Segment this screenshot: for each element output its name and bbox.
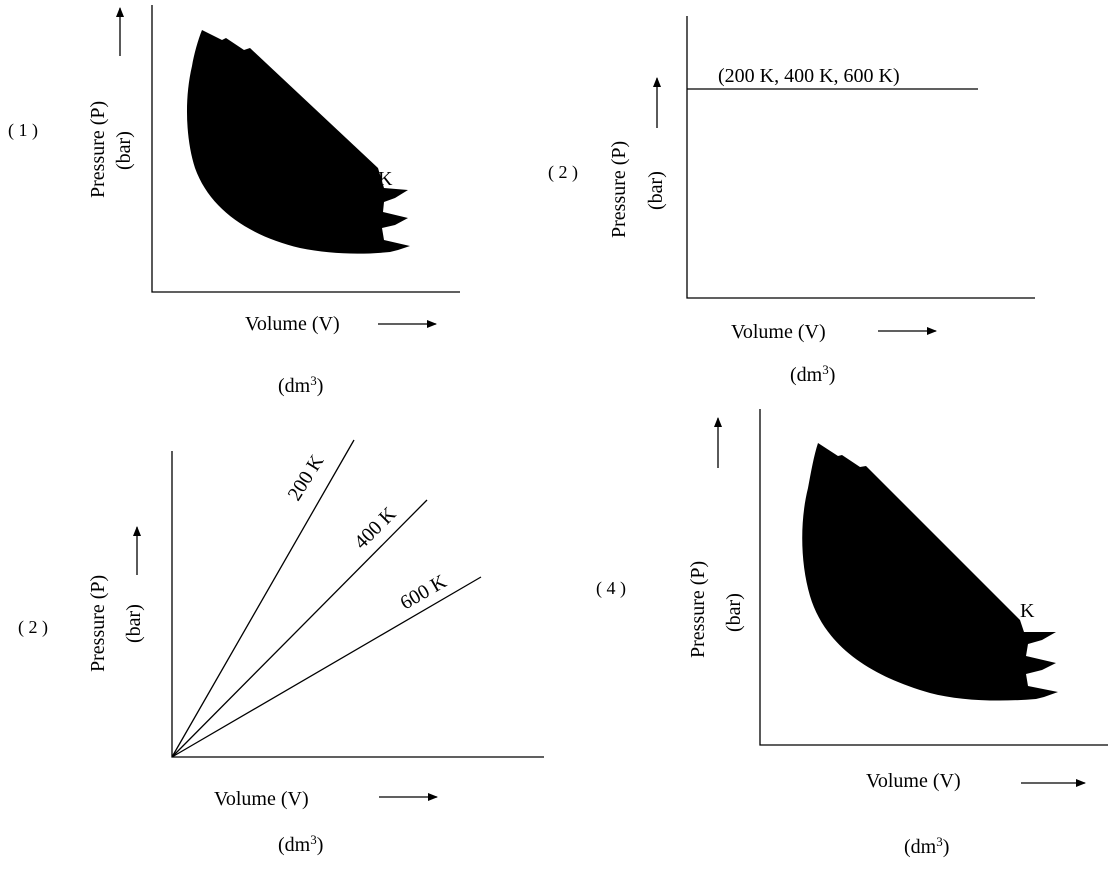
panel-4-y-unit: (bar): [723, 593, 745, 632]
panel-3-line-200k: [171, 439, 355, 758]
panel-3-option-label: ( 2 ): [18, 617, 48, 638]
panel-4-x-unit: (dm3): [904, 834, 949, 859]
panel-2-axes: [686, 16, 1035, 299]
panel-1-x-label: Volume (V): [245, 313, 340, 335]
panel-2-line-label: (200 K, 400 K, 600 K): [718, 65, 900, 87]
panel-3-line-600k: [171, 576, 482, 758]
panel-3: ( 2 ) Pressure (P) (bar) 200 K 400 K 600…: [18, 439, 544, 857]
panel-3-label-600k: 600 K: [397, 570, 451, 614]
panel-2-x-unit: (dm3): [790, 362, 835, 387]
panel-1-x-unit: (dm3): [278, 373, 323, 398]
panel-1-y-label: Pressure (P): [87, 101, 109, 198]
panel-1-y-unit: (bar): [113, 131, 135, 170]
panel-1-isotherm-blob: [186, 30, 410, 254]
panel-2-y-label: Pressure (P): [608, 141, 630, 238]
panel-3-axes: [171, 451, 544, 758]
panel-4: ( 4 ) Pressure (P) (bar) K Volume (V) (d…: [596, 409, 1108, 858]
panel-4-x-label: Volume (V): [866, 770, 961, 792]
panel-4-curve-label: K: [1020, 600, 1035, 622]
panel-1-curve-label: K: [378, 168, 393, 190]
panel-3-y-unit: (bar): [123, 604, 145, 643]
panel-3-y-label: Pressure (P): [87, 575, 109, 672]
panel-3-x-unit: (dm3): [278, 832, 323, 857]
panel-3-line-400k: [171, 499, 428, 758]
panel-2-y-unit: (bar): [645, 171, 667, 210]
panel-4-isotherm-blob: [802, 443, 1058, 701]
panel-3-label-400k: 400 K: [350, 503, 401, 554]
panel-3-x-label: Volume (V): [214, 788, 309, 810]
panel-2-x-label: Volume (V): [731, 321, 826, 343]
panel-1: ( 1 ) Pressure (P) (bar) K Volume (V) (d…: [8, 5, 460, 397]
panel-4-option-label: ( 4 ): [596, 578, 626, 599]
panel-2: ( 2 ) Pressure (P) (bar) (200 K, 400 K, …: [548, 16, 1035, 386]
panel-2-option-label: ( 2 ): [548, 162, 578, 183]
panel-1-axes: [151, 5, 460, 293]
panel-1-option-label: ( 1 ): [8, 120, 38, 141]
panel-4-axes: [759, 409, 1108, 746]
panel-4-y-label: Pressure (P): [687, 561, 709, 658]
